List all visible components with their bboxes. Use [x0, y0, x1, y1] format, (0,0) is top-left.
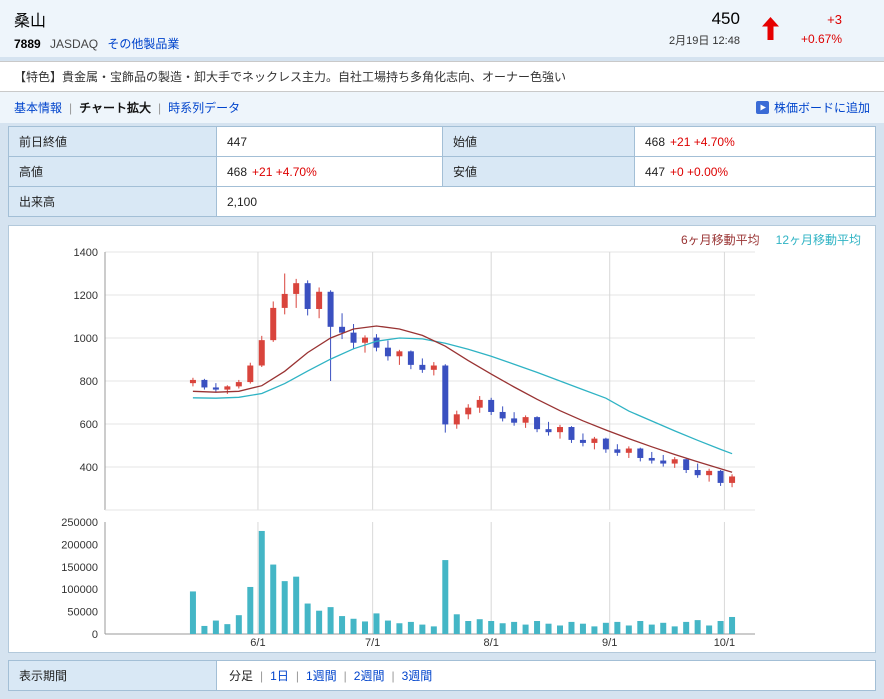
svg-text:7/1: 7/1 — [365, 637, 380, 649]
volume-cell: 2,100 — [216, 186, 876, 217]
company-name: 桑山 — [14, 13, 47, 30]
low-value: 447 — [645, 164, 666, 179]
table-row: 高値 468 +21 +4.70% 安値 447 +0 +0.00% — [8, 156, 876, 187]
up-arrow-icon — [761, 17, 779, 40]
svg-text:8/1: 8/1 — [484, 637, 499, 649]
svg-text:1000: 1000 — [74, 333, 98, 345]
svg-text:150000: 150000 — [61, 562, 98, 574]
header-left: 桑山 7889 JASDAQ その他製品業 — [14, 7, 179, 52]
add-to-board-link[interactable]: 株価ボードに追加 — [773, 101, 870, 115]
nav-chart-enlarge[interactable]: チャート拡大 — [79, 101, 152, 115]
stock-nav: 基本情報 | チャート拡大 | 時系列データ 株価ボードに追加 — [0, 92, 884, 123]
stock-code: 7889 — [14, 37, 41, 51]
volume-value: 2,100 — [227, 194, 258, 209]
svg-text:1200: 1200 — [74, 290, 98, 302]
company-feature-text: 【特色】貴金属・宝飾品の製造・卸大手でネックレス主力。自社工場持ち多角化志向、オ… — [0, 61, 884, 92]
separator: | — [391, 669, 395, 683]
separator: | — [69, 101, 73, 115]
open-value: 468 — [645, 134, 666, 149]
volume-label: 出来高 — [8, 186, 217, 217]
svg-text:200000: 200000 — [61, 539, 98, 551]
low-cell: 447 +0 +0.00% — [634, 156, 876, 187]
quote-datetime: 2月19日 12:48 — [669, 35, 740, 47]
separator: | — [295, 669, 299, 683]
svg-text:800: 800 — [80, 376, 98, 388]
svg-text:0: 0 — [92, 629, 98, 641]
price-summary: 450 2月19日 12:48 +3 +0.67% — [669, 7, 870, 48]
price-change-percent: +0.67% — [800, 31, 842, 46]
price-change: +3 — [827, 11, 842, 27]
nav-basic-info[interactable]: 基本情報 — [14, 101, 63, 115]
chart-legend: 6ヶ月移動平均 12ヶ月移動平均 — [681, 231, 861, 248]
svg-text:6/1: 6/1 — [250, 637, 265, 649]
period-option-3[interactable]: 2週間 — [353, 669, 385, 683]
svg-text:10/1: 10/1 — [714, 637, 735, 649]
add-to-board: 株価ボードに追加 — [755, 99, 870, 116]
open-cell: 468 +21 +4.70% — [634, 126, 876, 157]
separator: | — [343, 669, 347, 683]
change-block: +3 +0.67% — [801, 12, 842, 46]
market-name: JASDAQ — [50, 37, 99, 51]
open-label: 始値 — [442, 126, 635, 157]
code-line: 7889 JASDAQ その他製品業 — [14, 35, 179, 52]
nav-timeseries[interactable]: 時系列データ — [168, 101, 241, 115]
quote-table: 前日終値 447 始値 468 +21 +4.70% 高値 468 +21 +4.7… — [8, 126, 876, 217]
ma6-legend: 6ヶ月移動平均 — [680, 233, 760, 247]
svg-text:9/1: 9/1 — [602, 637, 617, 649]
separator: | — [260, 669, 264, 683]
svg-text:50000: 50000 — [67, 607, 98, 619]
ma12-legend: 12ヶ月移動平均 — [775, 233, 861, 247]
low-change: +0 +0.00% — [670, 164, 729, 179]
period-option-0: 分足 — [229, 669, 254, 683]
low-label: 安値 — [442, 156, 635, 187]
svg-text:250000: 250000 — [61, 517, 98, 529]
svg-text:600: 600 — [80, 419, 98, 431]
current-price: 450 — [711, 9, 740, 28]
svg-text:1400: 1400 — [74, 247, 98, 259]
period-option-1[interactable]: 1日 — [270, 669, 289, 683]
prev-close-label: 前日終値 — [8, 126, 217, 157]
nav-tabs: 基本情報 | チャート拡大 | 時系列データ — [14, 99, 240, 116]
add-to-board-icon — [755, 101, 769, 114]
high-value: 468 — [227, 164, 248, 179]
open-change: +21 +4.70% — [670, 134, 735, 149]
table-row: 前日終値 447 始値 468 +21 +4.70% — [8, 126, 876, 157]
chart-box: 6ヶ月移動平均 12ヶ月移動平均 400 600 800 1000 1200 1400 6/1… — [8, 225, 876, 653]
price-block: 450 2月19日 12:48 — [669, 9, 740, 48]
separator: | — [158, 101, 162, 115]
high-label: 高値 — [8, 156, 217, 187]
industry-link[interactable]: その他製品業 — [107, 37, 180, 51]
stock-header: 桑山 7889 JASDAQ その他製品業 450 2月19日 12:48 +3… — [0, 0, 884, 57]
high-cell: 468 +21 +4.70% — [216, 156, 443, 187]
svg-text:100000: 100000 — [61, 584, 98, 596]
period-option-2[interactable]: 1週間 — [305, 669, 337, 683]
prev-close-cell: 447 — [216, 126, 443, 157]
prev-close-value: 447 — [227, 134, 248, 149]
high-change: +21 +4.70% — [252, 164, 317, 179]
table-row: 出来高 2,100 — [8, 186, 876, 217]
svg-text:400: 400 — [80, 462, 98, 474]
period-option-4[interactable]: 3週間 — [401, 669, 433, 683]
stock-chart: 400 600 800 1000 1200 1400 6/1 7/1 8/1 9/1 10/1 0 50… — [61, 247, 755, 649]
